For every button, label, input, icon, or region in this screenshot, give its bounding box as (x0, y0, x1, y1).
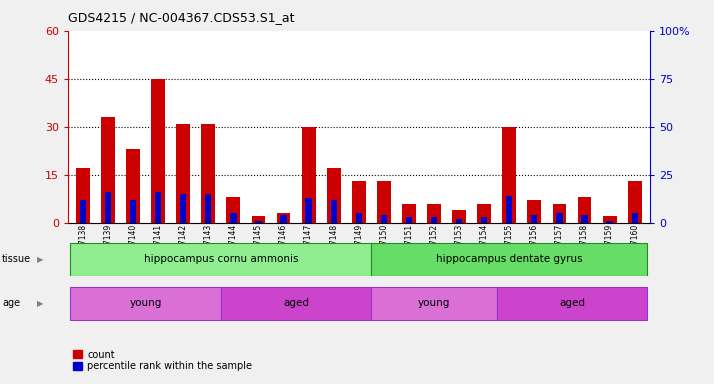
Bar (101, 117, 115, 223)
Bar (371, 243, 647, 276)
Bar (628, 181, 642, 223)
Bar (226, 197, 241, 223)
Bar (477, 204, 491, 223)
Bar (205, 194, 211, 223)
Bar (606, 221, 613, 223)
Bar (126, 149, 140, 223)
Bar (71, 287, 221, 320)
Text: ▶: ▶ (37, 299, 44, 308)
Bar (180, 194, 186, 223)
Bar (327, 168, 341, 223)
Bar (256, 221, 261, 223)
Bar (155, 192, 161, 223)
Bar (503, 127, 516, 223)
Legend: count, percentile rank within the sample: count, percentile rank within the sample (73, 349, 252, 371)
Bar (497, 287, 647, 320)
Text: aged: aged (283, 298, 309, 308)
Bar (302, 127, 316, 223)
Bar (306, 198, 312, 223)
Text: young: young (418, 298, 451, 308)
Bar (377, 181, 391, 223)
Text: young: young (129, 298, 162, 308)
Bar (176, 124, 190, 223)
Bar (201, 124, 215, 223)
Bar (506, 196, 513, 223)
Text: tissue: tissue (2, 254, 31, 264)
Bar (556, 213, 563, 223)
Bar (276, 213, 291, 223)
Bar (381, 215, 387, 223)
Bar (406, 217, 412, 223)
Text: ▶: ▶ (37, 255, 44, 264)
Text: age: age (2, 298, 20, 308)
Text: hippocampus cornu ammonis: hippocampus cornu ammonis (144, 254, 298, 264)
Text: hippocampus dentate gyrus: hippocampus dentate gyrus (436, 254, 583, 264)
Bar (456, 219, 462, 223)
Bar (531, 215, 538, 223)
Bar (331, 200, 337, 223)
Bar (402, 204, 416, 223)
Bar (578, 197, 591, 223)
Bar (71, 243, 371, 276)
Bar (221, 287, 371, 320)
Bar (431, 217, 437, 223)
Bar (251, 216, 266, 223)
Bar (130, 200, 136, 223)
Bar (603, 216, 616, 223)
Bar (281, 215, 287, 223)
Text: GDS4215 / NC-004367.CDS53.S1_at: GDS4215 / NC-004367.CDS53.S1_at (68, 12, 294, 25)
Bar (352, 181, 366, 223)
Bar (230, 213, 236, 223)
Bar (481, 217, 488, 223)
Bar (76, 168, 90, 223)
Bar (371, 287, 497, 320)
Bar (452, 210, 466, 223)
Bar (105, 192, 111, 223)
Bar (632, 213, 638, 223)
Bar (553, 204, 566, 223)
Bar (356, 213, 362, 223)
Bar (427, 204, 441, 223)
Bar (581, 215, 588, 223)
Bar (528, 200, 541, 223)
Bar (151, 79, 165, 223)
Bar (80, 200, 86, 223)
Text: aged: aged (559, 298, 585, 308)
